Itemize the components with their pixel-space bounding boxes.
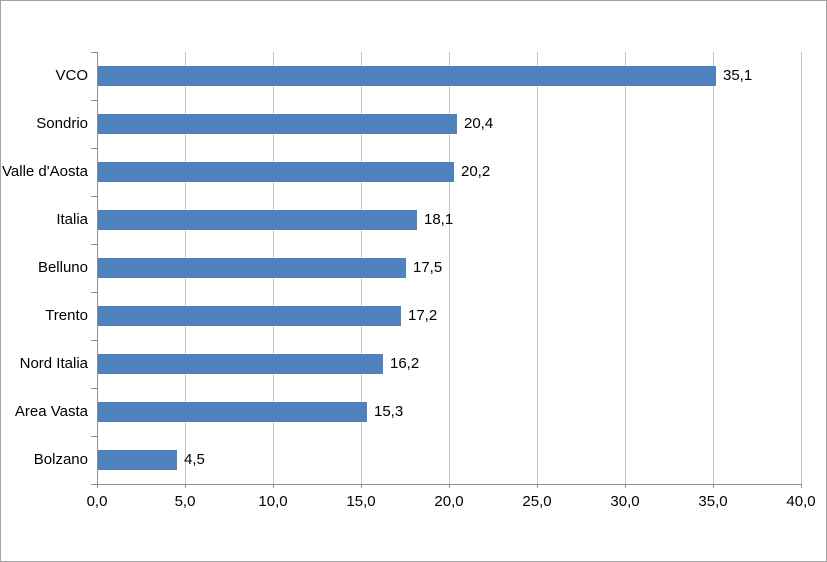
bar [98, 162, 454, 182]
value-label: 15,3 [374, 403, 404, 420]
gridline [537, 52, 538, 484]
category-label: Valle d'Aosta [2, 163, 88, 180]
x-tick-label: 40,0 [786, 493, 816, 510]
x-tick-label: 25,0 [522, 493, 552, 510]
y-axis-tick [91, 292, 97, 293]
gridline [801, 52, 802, 484]
gridline [625, 52, 626, 484]
x-tick-label: 0,0 [86, 493, 108, 510]
bar [98, 66, 716, 86]
y-axis-tick [91, 100, 97, 101]
value-label: 18,1 [424, 211, 454, 228]
y-axis-tick [91, 148, 97, 149]
category-label: Bolzano [33, 451, 88, 468]
x-axis-tick [537, 484, 538, 488]
x-axis-tick [97, 484, 98, 488]
x-tick-label: 15,0 [346, 493, 376, 510]
x-axis-tick [185, 484, 186, 488]
bar [98, 258, 406, 278]
x-tick-label: 10,0 [258, 493, 288, 510]
value-label: 35,1 [723, 67, 753, 84]
bar [98, 210, 417, 230]
x-axis-tick [801, 484, 802, 488]
y-axis-tick [91, 436, 97, 437]
x-axis-tick [713, 484, 714, 488]
bar [98, 114, 457, 134]
y-axis-tick [91, 388, 97, 389]
x-tick-label: 20,0 [434, 493, 464, 510]
x-axis-tick [449, 484, 450, 488]
y-axis-line [97, 52, 98, 484]
category-label: Belluno [37, 259, 88, 276]
value-label: 4,5 [184, 451, 205, 468]
category-label: Sondrio [36, 115, 88, 132]
x-axis-tick [625, 484, 626, 488]
x-tick-label: 30,0 [610, 493, 640, 510]
value-label: 20,4 [464, 115, 494, 132]
value-label: 20,2 [461, 163, 491, 180]
category-label: Area Vasta [14, 403, 88, 420]
y-axis-tick [91, 484, 97, 485]
category-label: Trento [45, 307, 88, 324]
x-axis-tick [273, 484, 274, 488]
bar [98, 354, 383, 374]
y-axis-tick [91, 52, 97, 53]
gridline [449, 52, 450, 484]
value-label: 17,5 [413, 259, 443, 276]
gridline [713, 52, 714, 484]
bar [98, 450, 177, 470]
y-axis-tick [91, 340, 97, 341]
x-tick-label: 5,0 [174, 493, 196, 510]
value-label: 17,2 [408, 307, 438, 324]
category-label: VCO [55, 67, 88, 84]
y-axis-tick [91, 196, 97, 197]
x-axis-line [97, 484, 802, 485]
y-axis-tick [91, 244, 97, 245]
category-label: Nord Italia [19, 355, 88, 372]
category-label: Italia [56, 211, 88, 228]
x-tick-label: 35,0 [698, 493, 728, 510]
x-axis-tick [361, 484, 362, 488]
bar [98, 306, 401, 326]
value-label: 16,2 [390, 355, 420, 372]
bar [98, 402, 367, 422]
